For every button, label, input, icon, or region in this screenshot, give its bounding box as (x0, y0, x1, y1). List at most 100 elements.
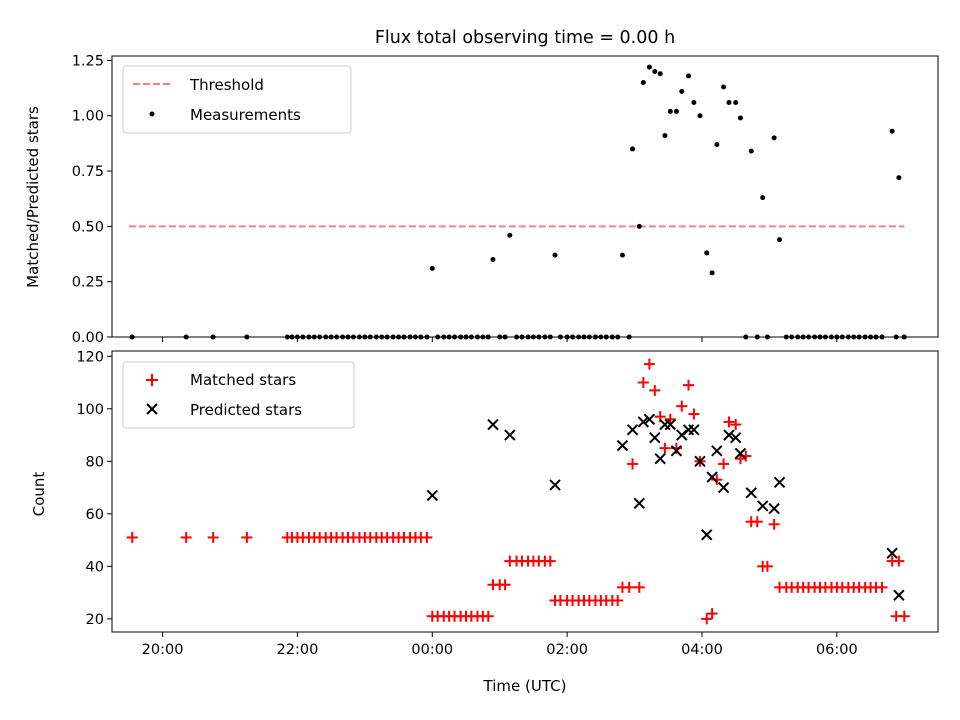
bottom-x-axis-label: Time (UTC) (483, 677, 567, 695)
measurement-point (652, 68, 658, 74)
bottom-legend-box (122, 361, 355, 429)
predicted-star-point (643, 413, 656, 425)
predicted-star-point (654, 452, 666, 465)
measurement-point (777, 237, 783, 243)
measurement-point (896, 175, 902, 181)
predicted-star-point (664, 418, 677, 431)
top-y-tick-label: 1.25 (72, 53, 104, 69)
top-chart-title: Flux total observing time = 0.00 h (375, 28, 675, 48)
legend-threshold-label: Threshold (189, 76, 264, 94)
bottom-y-axis-label: Count (30, 472, 48, 517)
matched-star-point (126, 531, 138, 543)
legend-measurements-marker (149, 111, 155, 117)
predicted-star-point (549, 479, 561, 491)
bottom-y-tick-label: 40 (86, 559, 104, 575)
measurement-point (667, 108, 673, 114)
predicted-star-point (768, 502, 780, 515)
predicted-star-point (633, 497, 645, 510)
predicted-star-point (616, 439, 629, 452)
bottom-y-tick-label: 80 (86, 454, 104, 470)
matched-star-point (499, 579, 511, 591)
bottom-legend: Matched stars Predicted stars (122, 361, 355, 429)
predicted-star-point (773, 476, 786, 489)
matched-star-point (676, 400, 688, 412)
bottom-x-tick-label: 06:00 (816, 642, 858, 658)
predicted-star-point (676, 429, 688, 441)
matched-star-point (207, 531, 219, 543)
bottom-panel: Count Time (UTC) 20 40 60 80 100 120 20:00 22:… (30, 349, 939, 695)
matched-star-point (633, 581, 645, 593)
legend-matched-marker (146, 374, 158, 386)
predicted-star-point (649, 431, 661, 444)
measurement-point (636, 223, 642, 229)
matched-star-point (898, 610, 910, 622)
predicted-star-point (745, 487, 757, 499)
measurement-point (771, 135, 777, 141)
predicted-star-point (730, 431, 742, 444)
measurement-point (640, 80, 646, 86)
matched-star-point (768, 518, 780, 530)
predicted-star-point (717, 481, 730, 494)
measurement-point (721, 84, 727, 90)
matched-star-point (723, 416, 735, 428)
predicted-star-point (694, 455, 706, 468)
matched-star-point (688, 408, 700, 420)
matched-star-point (893, 555, 905, 567)
measurement-point (737, 115, 743, 121)
bottom-y-tick-label: 60 (86, 507, 104, 523)
measurement-point (552, 252, 558, 258)
matched-star-point (711, 474, 723, 486)
predicted-star-point (504, 429, 516, 441)
matched-star-point (876, 581, 888, 593)
top-plot-area (128, 64, 907, 340)
legend-matched-label: Matched stars (190, 371, 296, 389)
measurement-point (630, 146, 636, 152)
measurement-point (889, 128, 895, 134)
matched-star-point (643, 358, 655, 370)
matched-star-point (627, 458, 639, 470)
measurement-point (726, 99, 732, 105)
bottom-x-tick-label: 04:00 (681, 642, 723, 658)
predicted-star-point (734, 447, 747, 460)
measurement-point (490, 257, 496, 263)
measurement-point (686, 73, 692, 79)
matched-star-point (683, 379, 695, 391)
predicted-star-point (426, 489, 438, 502)
bottom-x-ticks: 20:00 22:00 00:00 02:00 04:00 06:00 (142, 632, 858, 658)
predicted-star-point (637, 416, 650, 428)
measurement-point (679, 88, 685, 94)
bottom-x-tick-label: 02:00 (546, 642, 588, 658)
top-axes-frame (111, 55, 939, 338)
measurement-point (619, 252, 625, 258)
predicted-star-point (487, 418, 499, 431)
matched-star-point (623, 581, 635, 593)
predicted-star-point (626, 424, 639, 436)
bottom-y-tick-label: 100 (76, 402, 104, 418)
bottom-x-tick-label: 22:00 (277, 642, 319, 658)
matched-star-point (730, 419, 742, 431)
bottom-y-tick-label: 20 (86, 612, 104, 628)
matched-star-point (241, 531, 253, 543)
top-y-axis-label: Matched/Predicted stars (24, 106, 42, 288)
bottom-x-tick-label: 20:00 (142, 642, 184, 658)
predicted-star-point (756, 500, 769, 512)
measurement-point (657, 71, 663, 77)
matched-star-point (706, 608, 718, 620)
top-legend-box (122, 65, 352, 134)
matched-star-point (701, 613, 713, 625)
top-panel: Flux total observing time = 0.00 h Match… (24, 28, 939, 346)
measurement-point (507, 232, 513, 238)
matched-star-point (734, 453, 746, 465)
matched-star-point (637, 377, 649, 389)
measurement-point (714, 142, 720, 148)
matched-star-point (421, 531, 433, 543)
top-y-tick-label: 0.00 (72, 330, 104, 346)
predicted-star-point (711, 445, 723, 457)
legend-predicted-label: Predicted stars (190, 401, 302, 419)
predicted-star-point (886, 547, 898, 559)
measurement-point (748, 148, 754, 154)
predicted-star-point (688, 424, 700, 436)
measurement-point (429, 265, 435, 271)
measurement-point (760, 195, 766, 201)
top-y-tick-label: 1.00 (72, 109, 104, 125)
